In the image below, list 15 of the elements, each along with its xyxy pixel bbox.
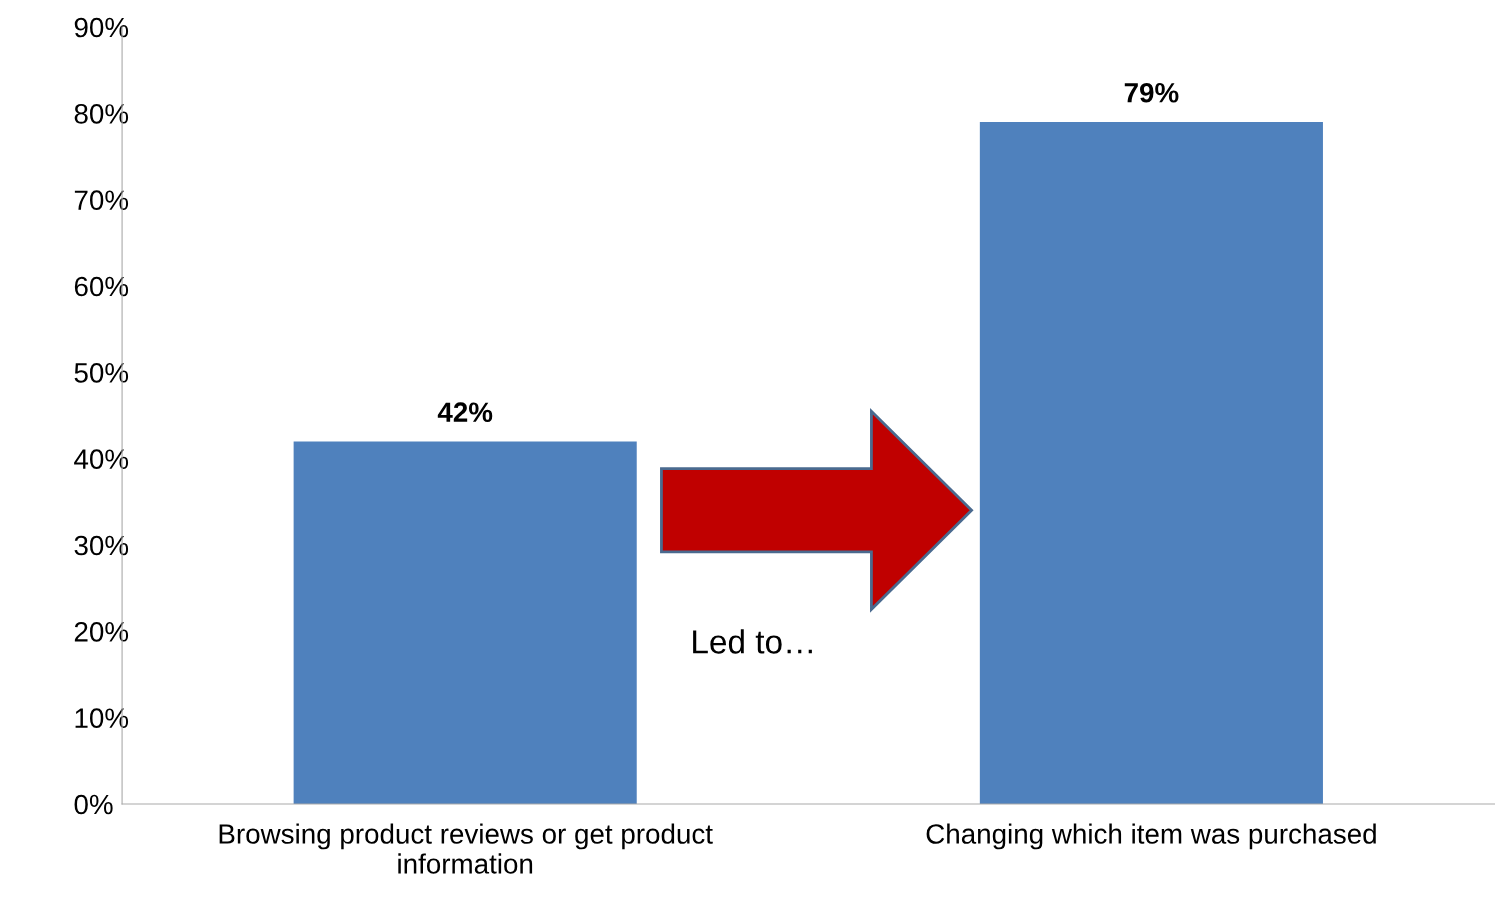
y-tick-label: 0% xyxy=(74,794,113,815)
x-tick-label: Browsing product reviews or get product information xyxy=(219,823,713,874)
y-tick-label: 20% xyxy=(74,621,129,642)
x-tick-label: Changing which item was purchased xyxy=(926,823,1376,850)
y-tick-label: 90% xyxy=(74,17,129,38)
annotation: Led to… xyxy=(693,629,812,654)
y-tick-label: 50% xyxy=(74,363,129,383)
data-label: 42% xyxy=(437,402,493,422)
y-tick-label: 40% xyxy=(74,449,129,469)
data-label: 79% xyxy=(1124,82,1179,103)
y-tick-label: 30% xyxy=(74,535,129,556)
y-tick-label: 60% xyxy=(74,276,129,297)
y-tick-label: 70% xyxy=(74,190,129,211)
y-tick-label: 80% xyxy=(74,104,129,124)
y-tick-label: 10% xyxy=(75,708,129,728)
